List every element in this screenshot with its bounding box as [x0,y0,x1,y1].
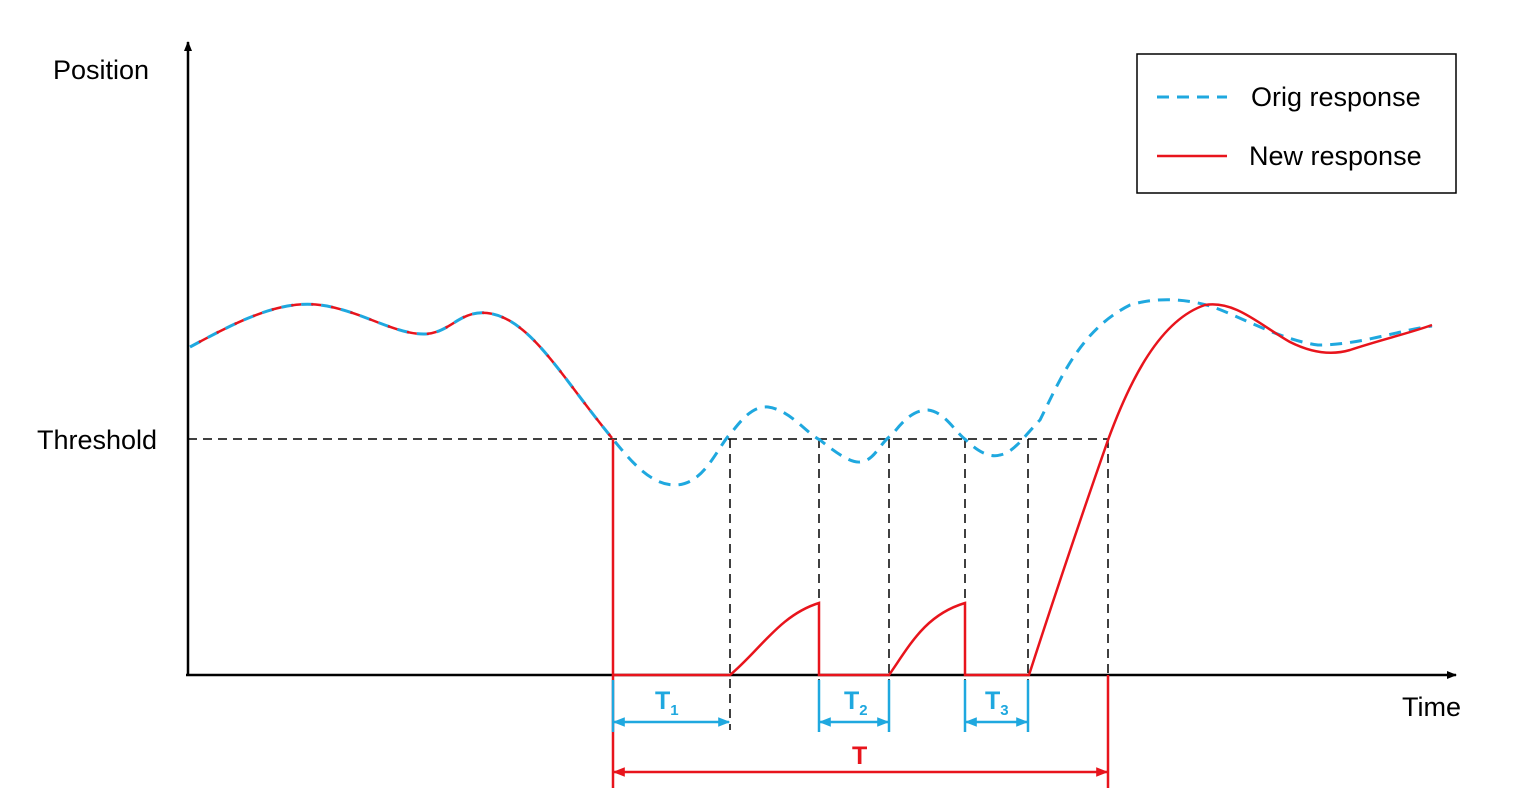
crossing-guides [729,439,1109,730]
new-response-curve-hold [611,303,1433,677]
t2-label: T2 [844,687,868,719]
legend: Orig response New response [1136,53,1457,194]
interval-t2: T2 [817,680,891,732]
legend-box [1136,53,1457,194]
t3-label: T3 [985,687,1009,719]
legend-new-label: New response [1249,141,1422,171]
interval-t3: T3 [963,680,1030,732]
total-label: T [852,742,867,770]
interval-t1: T1 [611,680,731,732]
threshold-label: Threshold [37,425,157,455]
new-response-curve-pre [189,303,613,439]
t1-label: T1 [655,687,679,719]
y-axis-label: Position [53,55,149,85]
orig-response-curve [189,298,1433,487]
legend-orig-label: Orig response [1251,82,1421,112]
x-axis-label: Time [1402,692,1461,722]
interval-total: T [612,742,1109,777]
